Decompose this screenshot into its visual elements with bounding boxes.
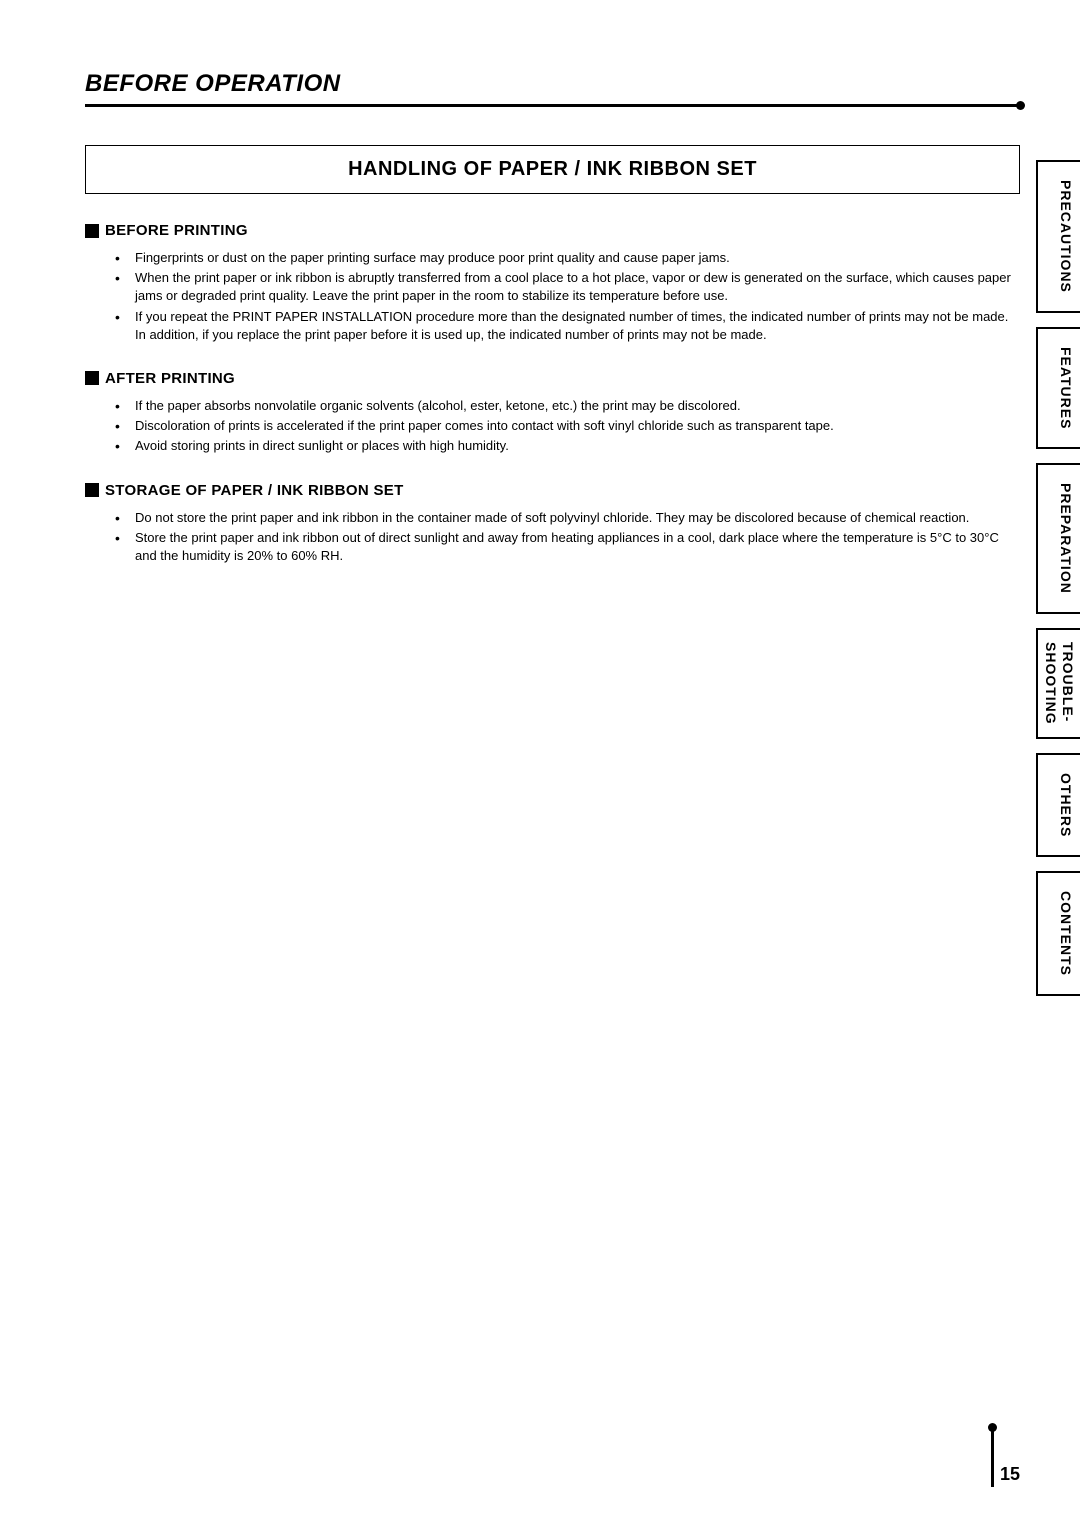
side-tabs: PRECAUTIONS FEATURES PREPARATION SHOOTIN… — [1036, 160, 1080, 996]
square-bullet-icon — [85, 224, 99, 238]
section-title: AFTER PRINTING — [105, 370, 235, 387]
bullet-list: If the paper absorbs nonvolatile organic… — [85, 397, 1020, 456]
tab-preparation[interactable]: PREPARATION — [1036, 463, 1080, 614]
list-item: Fingerprints or dust on the paper printi… — [115, 249, 1020, 267]
list-item: If the paper absorbs nonvolatile organic… — [115, 397, 1020, 415]
section-heading: STORAGE OF PAPER / INK RIBBON SET — [85, 482, 1020, 499]
tab-label-line2: TROUBLE- — [1059, 642, 1076, 725]
list-item: If you repeat the PRINT PAPER INSTALLATI… — [115, 308, 1020, 344]
list-item: Store the print paper and ink ribbon out… — [115, 529, 1020, 565]
section-after-printing: AFTER PRINTING If the paper absorbs nonv… — [85, 370, 1020, 456]
page-number-area: 15 — [991, 1427, 1020, 1487]
list-item: Avoid storing prints in direct sunlight … — [115, 437, 1020, 455]
square-bullet-icon — [85, 483, 99, 497]
section-heading: AFTER PRINTING — [85, 370, 1020, 387]
page-title: BEFORE OPERATION — [85, 70, 1020, 98]
list-item: Do not store the print paper and ink rib… — [115, 509, 1020, 527]
header-divider — [85, 104, 1020, 107]
section-storage: STORAGE OF PAPER / INK RIBBON SET Do not… — [85, 482, 1020, 566]
section-title: STORAGE OF PAPER / INK RIBBON SET — [105, 482, 404, 499]
section-before-printing: BEFORE PRINTING Fingerprints or dust on … — [85, 222, 1020, 344]
bullet-list: Do not store the print paper and ink rib… — [85, 509, 1020, 566]
tab-label-line1: SHOOTING — [1042, 642, 1059, 725]
page-number: 15 — [1000, 1464, 1020, 1485]
main-heading-box: HANDLING OF PAPER / INK RIBBON SET — [85, 145, 1020, 194]
main-heading: HANDLING OF PAPER / INK RIBBON SET — [86, 158, 1019, 181]
tab-features[interactable]: FEATURES — [1036, 327, 1080, 449]
tab-troubleshooting[interactable]: SHOOTING TROUBLE- — [1036, 628, 1080, 739]
section-heading: BEFORE PRINTING — [85, 222, 1020, 239]
section-title: BEFORE PRINTING — [105, 222, 248, 239]
tab-others[interactable]: OTHERS — [1036, 753, 1080, 857]
bullet-list: Fingerprints or dust on the paper printi… — [85, 249, 1020, 344]
list-item: When the print paper or ink ribbon is ab… — [115, 269, 1020, 305]
tab-precautions[interactable]: PRECAUTIONS — [1036, 160, 1080, 313]
page-container: BEFORE OPERATION HANDLING OF PAPER / INK… — [0, 0, 1080, 1527]
tab-contents[interactable]: CONTENTS — [1036, 871, 1080, 996]
page-number-line-icon — [991, 1427, 994, 1487]
square-bullet-icon — [85, 371, 99, 385]
list-item: Discoloration of prints is accelerated i… — [115, 417, 1020, 435]
